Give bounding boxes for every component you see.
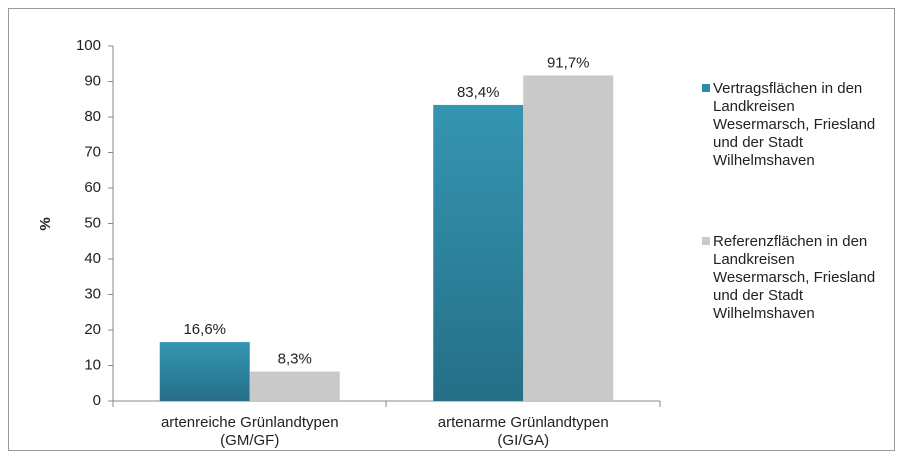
y-tick-label: 90 <box>84 72 101 89</box>
y-tick-label: 70 <box>84 143 101 160</box>
y-tick-label: 40 <box>84 250 101 267</box>
frame <box>8 8 895 451</box>
y-tick-label: 60 <box>84 179 101 196</box>
y-tick-label: 80 <box>84 108 101 125</box>
legend-label: Vertragsflächen in den Landkreisen Weser… <box>713 80 876 169</box>
bar <box>159 342 250 401</box>
y-tick-label: 50 <box>84 214 101 231</box>
y-tick-label: 100 <box>76 37 101 54</box>
legend-label: Referenzflächen in den Landkreisen Weser… <box>713 233 876 322</box>
x-tick-label: artenarme Grünlandtypen (GI/GA) <box>437 414 609 449</box>
y-tick-label: 30 <box>84 285 101 302</box>
x-tick-label: artenreiche Grünlandtypen (GM/GF) <box>160 414 339 449</box>
bar <box>523 75 614 401</box>
data-label: 8,3% <box>278 351 312 368</box>
y-tick-label: 20 <box>84 321 101 338</box>
y-tick-label: 10 <box>84 356 101 373</box>
bar <box>249 371 340 401</box>
y-tick-label: 0 <box>93 392 101 409</box>
y-axis-label: % <box>37 217 54 230</box>
data-label: 83,4% <box>457 84 500 101</box>
data-label: 16,6% <box>183 321 226 338</box>
legend-swatch <box>702 237 710 245</box>
legend-swatch <box>702 84 710 92</box>
data-label: 91,7% <box>547 54 590 71</box>
bar <box>433 104 524 402</box>
